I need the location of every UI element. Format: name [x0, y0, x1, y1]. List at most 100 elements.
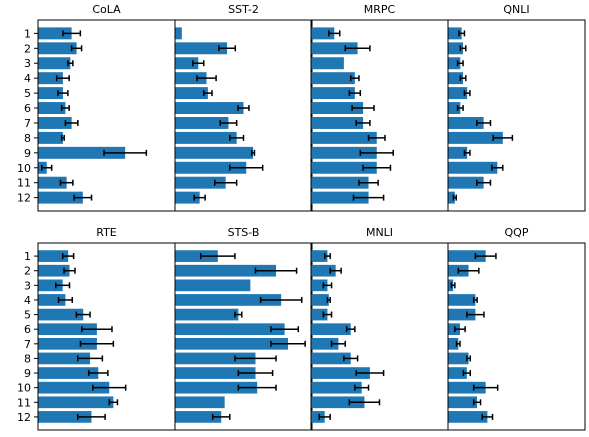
bar: [448, 411, 488, 423]
bar: [175, 72, 207, 85]
bar: [175, 116, 229, 129]
bar: [175, 42, 228, 55]
bar: [38, 176, 67, 189]
panel-title: QNLI: [503, 3, 529, 16]
y-tick-label: 4: [24, 294, 31, 307]
bar: [448, 367, 467, 379]
bar: [38, 191, 83, 204]
bar: [448, 352, 469, 365]
bar: [311, 57, 344, 70]
bar: [175, 396, 225, 409]
bar: [175, 131, 237, 144]
bar: [175, 279, 251, 292]
bar: [38, 352, 91, 365]
bar: [38, 264, 70, 277]
bar: [311, 176, 369, 189]
bar: [175, 87, 208, 100]
bar: [38, 308, 84, 321]
y-tick-label: 8: [24, 132, 31, 145]
y-tick-label: 2: [24, 265, 31, 278]
panel-title: MNLI: [366, 226, 393, 239]
bar: [175, 250, 218, 262]
bar: [448, 57, 461, 70]
bar: [311, 42, 358, 55]
y-tick-label: 7: [24, 117, 31, 130]
bar: [448, 279, 454, 292]
panel-title: STS-B: [228, 226, 260, 239]
bar: [175, 367, 256, 379]
panel-qnli: QNLI: [447, 3, 586, 212]
bar: [175, 308, 239, 321]
bar: [38, 42, 77, 55]
panel-title: CoLA: [92, 3, 121, 16]
bar: [448, 323, 460, 336]
bar: [175, 191, 200, 204]
y-tick-label: 3: [24, 279, 31, 292]
bar: [311, 337, 339, 350]
y-tick-label: 1: [24, 250, 31, 263]
panel-sst-2: SST-2: [174, 3, 313, 212]
bar: [311, 72, 355, 85]
bar: [448, 161, 498, 174]
bar: [175, 27, 182, 40]
panel-frame: [174, 19, 313, 212]
bar: [38, 279, 63, 292]
bar: [311, 191, 369, 204]
panel-sts-b: STS-B: [174, 226, 313, 431]
bar: [38, 27, 72, 40]
bar: [448, 27, 462, 40]
panel-title: MRPC: [364, 3, 396, 16]
bar: [38, 381, 110, 394]
bar: [175, 264, 277, 277]
bar: [38, 57, 71, 70]
panel-frame: [447, 19, 586, 212]
y-tick-label: 1: [24, 27, 31, 40]
y-tick-label: 11: [17, 177, 31, 190]
bar: [311, 264, 336, 277]
y-tick-label: 8: [24, 352, 31, 365]
bar: [311, 396, 365, 409]
y-tick-label: 3: [24, 57, 31, 70]
bar: [175, 161, 247, 174]
bar: [175, 381, 258, 394]
y-tick-label: 5: [24, 309, 31, 322]
bar: [38, 102, 66, 115]
bar: [175, 337, 289, 350]
y-tick-label: 5: [24, 87, 31, 100]
bar: [311, 102, 364, 115]
bar: [448, 72, 464, 85]
bar: [175, 102, 244, 115]
bar: [448, 191, 455, 204]
bar: [448, 337, 459, 350]
bar: [38, 131, 63, 144]
bar: [175, 294, 282, 306]
bar: [448, 102, 461, 115]
y-tick-label: 2: [24, 42, 31, 55]
panel-qqp: QQP: [447, 226, 586, 431]
bar: [448, 250, 486, 262]
bar: [311, 308, 328, 321]
bar: [448, 42, 464, 55]
bar: [38, 146, 126, 159]
bar: [38, 337, 97, 350]
panel-mrpc: MRPC: [310, 3, 449, 212]
bar: [175, 176, 226, 189]
bar: [38, 323, 97, 336]
y-tick-label: 10: [17, 162, 31, 175]
y-tick-label: 9: [24, 367, 31, 380]
y-tick-label: 10: [17, 382, 31, 395]
bar: [448, 87, 468, 100]
bar: [175, 352, 256, 365]
bar: [311, 411, 325, 423]
panel-mnli: MNLI: [310, 226, 449, 431]
bar: [448, 396, 478, 409]
bar: [311, 131, 377, 144]
bar: [448, 146, 468, 159]
bar: [448, 308, 476, 321]
bar: [38, 116, 72, 129]
bar: [311, 87, 355, 100]
panel-frame: [447, 242, 586, 431]
panel-title: RTE: [96, 226, 117, 239]
